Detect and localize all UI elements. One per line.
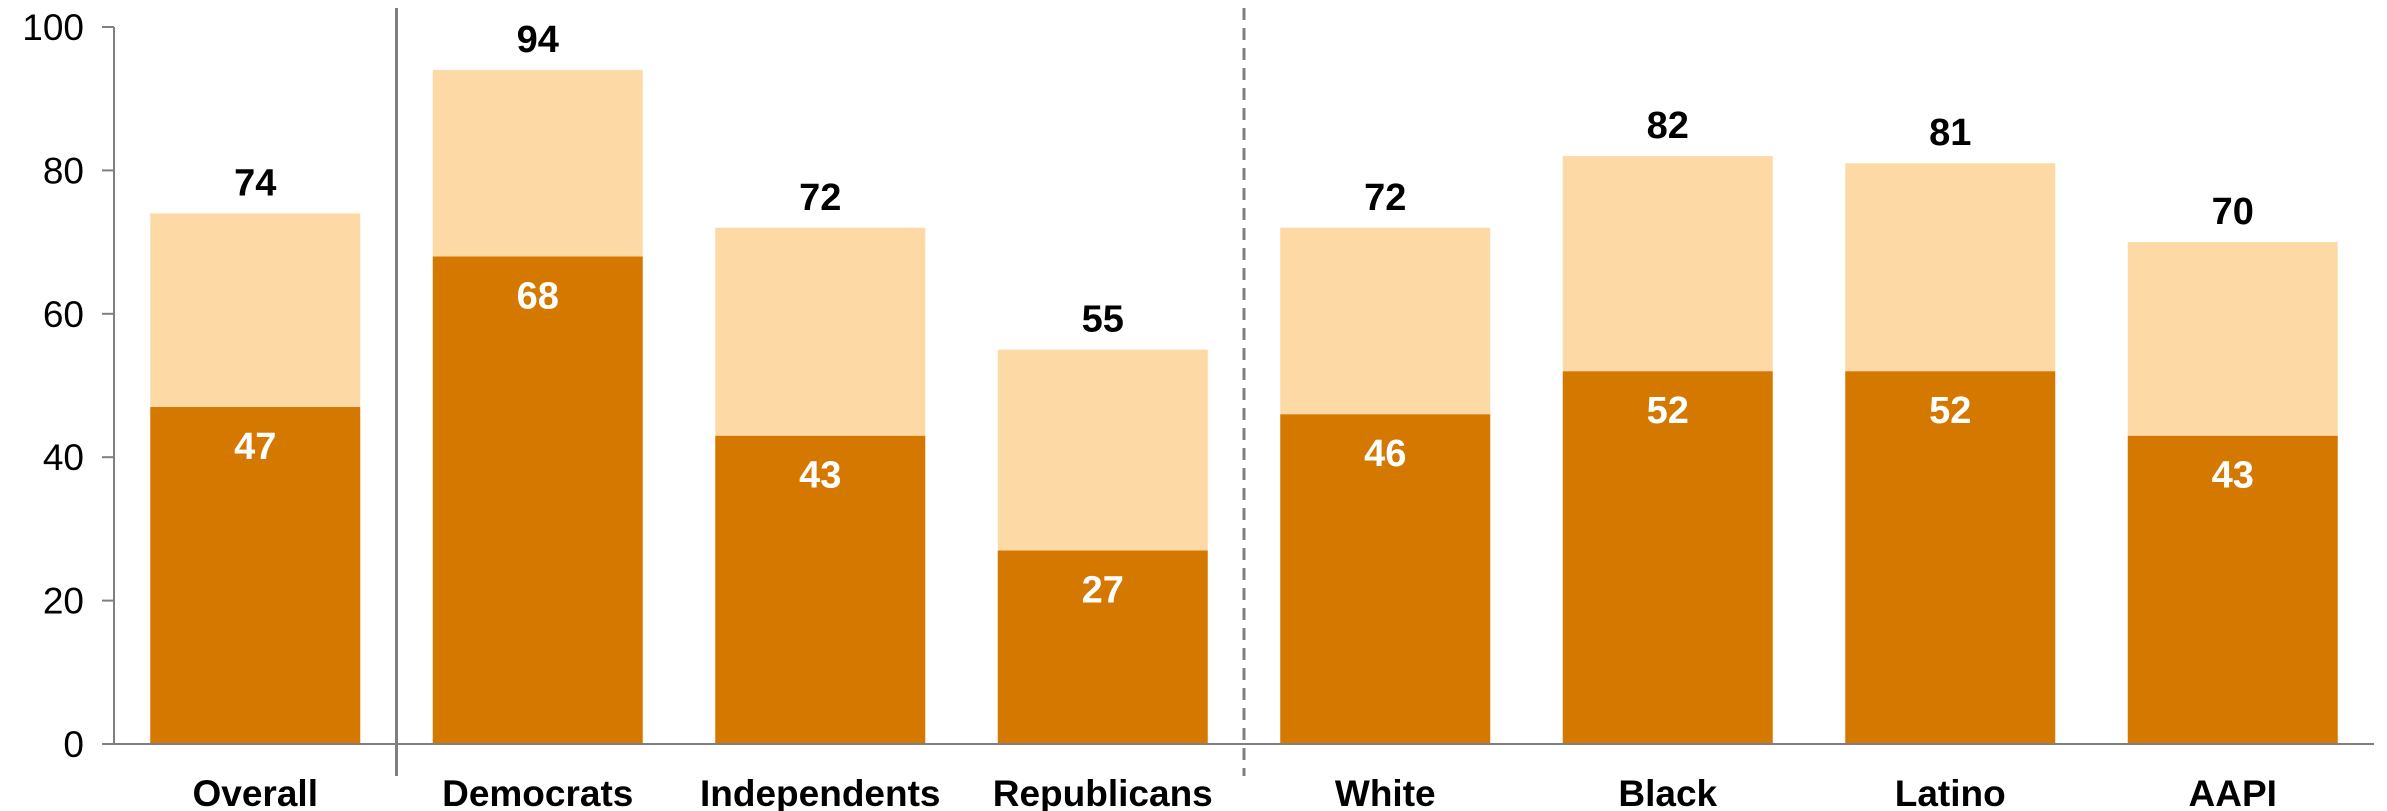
segment-value-label-independents: 43 xyxy=(799,455,841,497)
category-label-aapi: AAPI xyxy=(2189,773,2277,811)
bar-latino-segment-2 xyxy=(1845,163,2056,372)
y-tick-label-40: 40 xyxy=(43,437,84,478)
total-value-label-black: 82 xyxy=(1647,105,1689,147)
bar-white-segment-1 xyxy=(1280,414,1491,744)
y-tick-label-60: 60 xyxy=(43,294,84,335)
bar-independents-segment-2 xyxy=(715,227,926,436)
bar-independents-segment-1 xyxy=(715,435,926,744)
bar-latino-segment-1 xyxy=(1845,371,2056,744)
category-label-republicans: Republicans xyxy=(993,773,1213,811)
total-value-label-republicans: 55 xyxy=(1082,299,1124,341)
y-tick-label-100: 100 xyxy=(22,7,84,48)
bar-democrats-segment-1 xyxy=(432,256,643,744)
bar-democrats-segment-2 xyxy=(432,70,643,257)
y-tick-label-0: 0 xyxy=(63,724,84,765)
bar-black-segment-2 xyxy=(1562,156,1773,372)
y-tick-label-80: 80 xyxy=(43,150,84,191)
category-label-white: White xyxy=(1335,773,1436,811)
bar-republicans-segment-1 xyxy=(997,550,1208,744)
labels-layer: 47 74 Overall 68 94 Democrats 43 72 Independents… xyxy=(193,19,2277,811)
bar-aapi-segment-2 xyxy=(2127,242,2338,436)
bars-layer xyxy=(150,70,2338,744)
total-value-label-white: 72 xyxy=(1364,177,1406,219)
bar-aapi-segment-1 xyxy=(2127,435,2338,744)
category-label-independents: Independents xyxy=(700,773,941,811)
bar-overall-segment-2 xyxy=(150,213,361,408)
total-value-label-democrats: 94 xyxy=(517,19,559,61)
category-label-overall: Overall xyxy=(193,773,318,811)
bar-republicans-segment-2 xyxy=(997,349,1208,551)
axes-layer: 0 20 40 60 80 100 xyxy=(22,7,2374,776)
segment-value-label-overall: 47 xyxy=(234,426,276,468)
segment-value-label-democrats: 68 xyxy=(517,275,559,317)
total-value-label-independents: 72 xyxy=(799,177,841,219)
bar-overall-segment-1 xyxy=(150,407,361,744)
total-value-label-aapi: 70 xyxy=(2212,191,2254,233)
segment-value-label-republicans: 27 xyxy=(1082,569,1124,611)
total-value-label-overall: 74 xyxy=(234,162,276,204)
category-label-latino: Latino xyxy=(1895,773,2006,811)
segment-value-label-white: 46 xyxy=(1364,433,1406,475)
total-value-label-latino: 81 xyxy=(1929,112,1971,154)
category-label-democrats: Democrats xyxy=(442,773,633,811)
segment-value-label-black: 52 xyxy=(1647,390,1689,432)
category-label-black: Black xyxy=(1618,773,1717,811)
bar-black-segment-1 xyxy=(1562,371,1773,744)
segment-value-label-aapi: 43 xyxy=(2212,455,2254,497)
segment-value-label-latino: 52 xyxy=(1929,390,1971,432)
y-tick-label-20: 20 xyxy=(43,581,84,622)
bar-white-segment-2 xyxy=(1280,227,1491,415)
